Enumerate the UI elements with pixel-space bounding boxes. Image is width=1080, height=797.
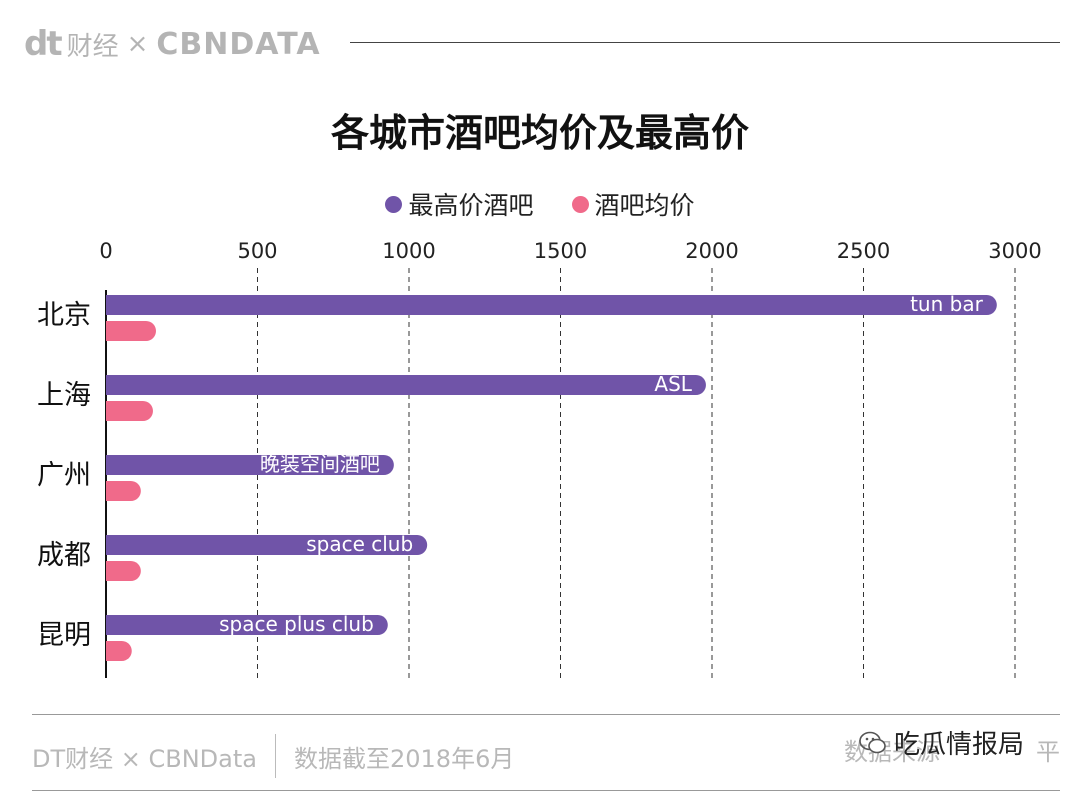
category-label: 上海 bbox=[37, 380, 91, 411]
bar-label: 晚装空间酒吧 bbox=[260, 452, 380, 476]
legend-label-max: 最高价酒吧 bbox=[408, 191, 534, 220]
footer-rule-bottom bbox=[32, 790, 1060, 791]
logo-times: × bbox=[126, 29, 149, 59]
x-tick-label: 3000 bbox=[988, 239, 1041, 263]
bar-label: tun bar bbox=[910, 292, 984, 316]
header: dt 财经 × CBNDATA bbox=[24, 24, 1060, 64]
category-label: 成都 bbox=[37, 540, 91, 571]
bar-avg-price bbox=[106, 321, 156, 342]
watermark: 吃瓜情报局 bbox=[858, 724, 1024, 761]
footer-right-tail: 平 bbox=[1036, 738, 1060, 766]
logo-dt: dt bbox=[24, 24, 63, 64]
legend-label-avg: 酒吧均价 bbox=[594, 191, 695, 220]
bar-avg-price bbox=[106, 561, 141, 581]
bar-avg-price bbox=[106, 641, 132, 661]
footer-source: DT财经 × CBNData bbox=[32, 744, 257, 773]
category-label: 昆明 bbox=[37, 620, 91, 651]
bar-chart: 0 500 1000 1500 2000 2500 3000 北京 tun bar 上海 ASL 广州… bbox=[37, 239, 1042, 678]
logo-fin: 财经 bbox=[66, 31, 119, 62]
bar-max-price bbox=[106, 375, 706, 395]
legend-swatch-avg bbox=[571, 195, 589, 213]
header-rule bbox=[350, 42, 1060, 43]
x-tick-label: 2500 bbox=[837, 239, 890, 263]
bar-label: space club bbox=[306, 532, 413, 556]
chart-title: 各城市酒吧均价及最高价 bbox=[330, 111, 749, 155]
bar-label: ASL bbox=[654, 372, 692, 396]
bar-avg-price bbox=[106, 401, 153, 421]
logo-cbndata: CBNDATA bbox=[156, 26, 321, 62]
x-tick-label: 500 bbox=[237, 239, 277, 263]
watermark-label: 吃瓜情报局 bbox=[894, 730, 1025, 760]
wechat-icon bbox=[859, 731, 886, 753]
footer: DT财经 × CBNData 数据截至2018年6月 bbox=[32, 734, 514, 778]
category-label: 广州 bbox=[37, 460, 91, 491]
footer-rule-top bbox=[32, 714, 1060, 715]
bar-max-price bbox=[106, 295, 997, 315]
category-label: 北京 bbox=[37, 300, 91, 331]
legend-item-avg: 酒吧均价 bbox=[571, 186, 695, 222]
bar-avg-price bbox=[106, 481, 141, 502]
bar-max-price bbox=[106, 535, 428, 555]
legend: 最高价酒吧 酒吧均价 bbox=[0, 186, 1080, 222]
bar-max-price bbox=[106, 615, 388, 635]
x-tick-label: 2000 bbox=[685, 239, 738, 263]
legend-swatch-max bbox=[385, 195, 403, 213]
x-tick-label: 1500 bbox=[534, 239, 587, 263]
x-tick-label: 0 bbox=[99, 239, 112, 263]
bar-max-price bbox=[106, 455, 394, 475]
x-tick-label: 1000 bbox=[382, 239, 435, 263]
bar-label: space plus club bbox=[219, 612, 374, 636]
brand-logo: dt 财经 × CBNDATA bbox=[24, 24, 321, 64]
footer-divider bbox=[275, 734, 276, 778]
legend-item-max: 最高价酒吧 bbox=[385, 186, 534, 222]
footer-date-note: 数据截至2018年6月 bbox=[294, 744, 515, 773]
